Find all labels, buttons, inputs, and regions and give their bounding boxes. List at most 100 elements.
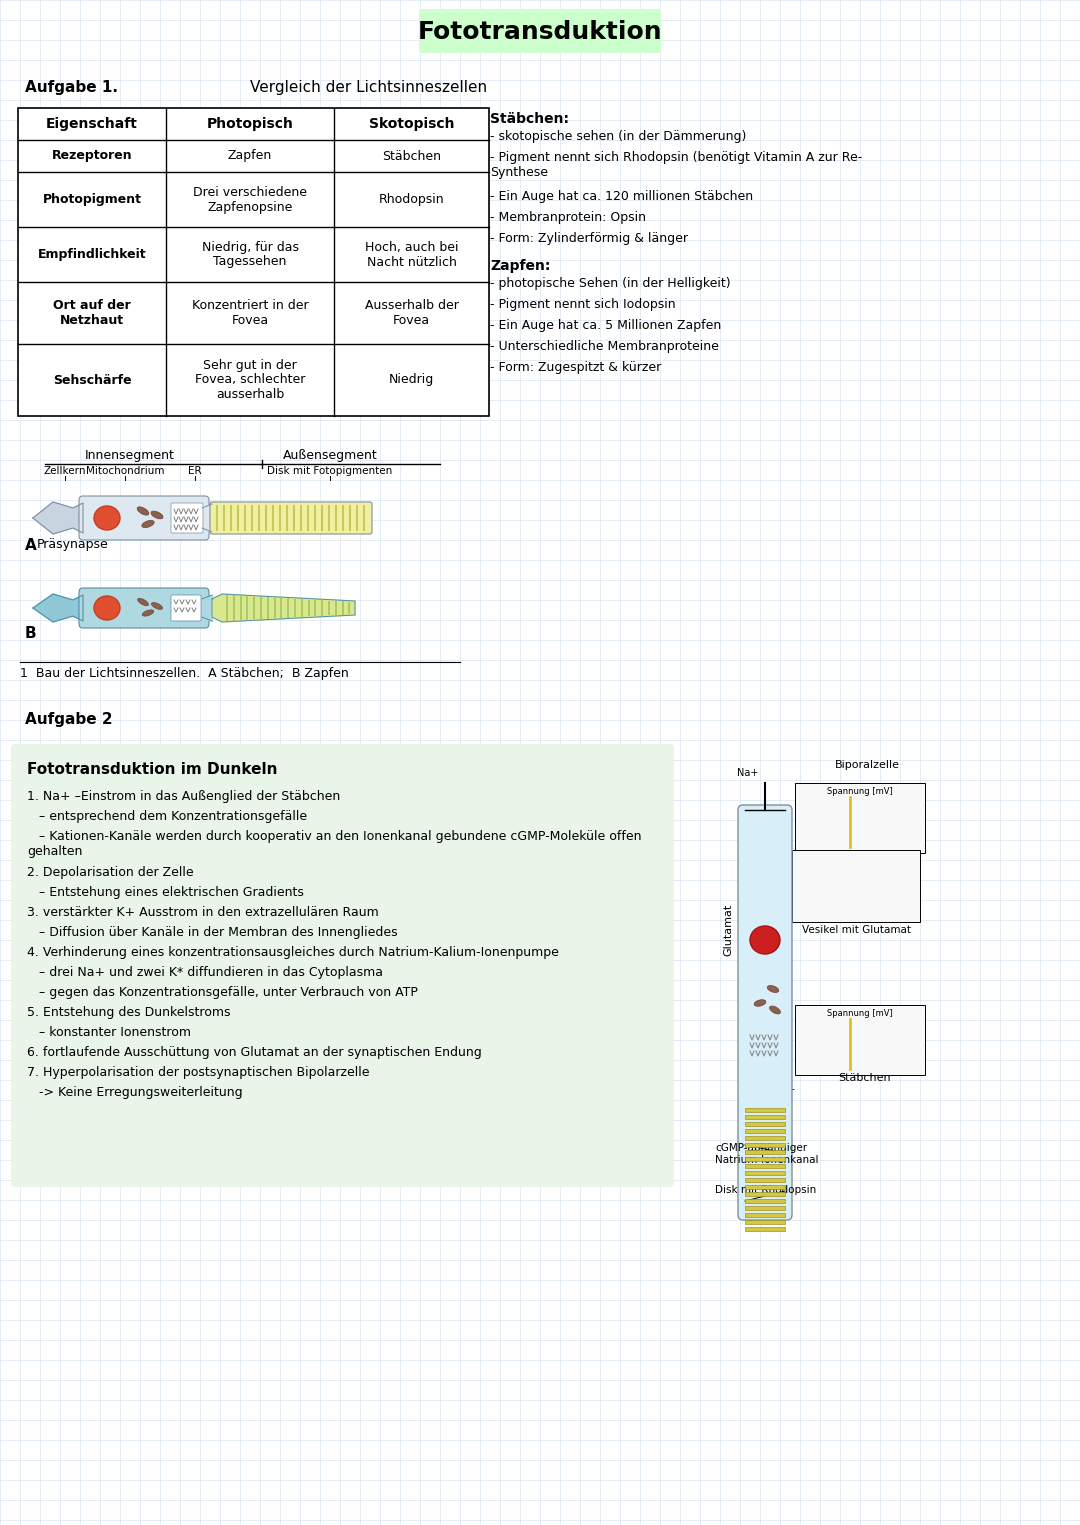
Text: Photopigment: Photopigment	[42, 194, 141, 206]
Text: 1. Na+ –Einstrom in das Außenglied der Stäbchen: 1. Na+ –Einstrom in das Außenglied der S…	[27, 790, 340, 804]
Text: Disk mit Rhodopsin: Disk mit Rhodopsin	[715, 1185, 816, 1196]
Text: 1  Bau der Lichtsinneszellen.  A Stäbchen;  B Zapfen: 1 Bau der Lichtsinneszellen. A Stäbchen;…	[21, 666, 349, 680]
Bar	[745, 1157, 785, 1161]
Bar	[745, 1193, 785, 1196]
Text: Biporalzelle: Biporalzelle	[835, 759, 900, 770]
Text: Niedrig: Niedrig	[389, 374, 434, 386]
Text: Disk mit Fotopigmenten: Disk mit Fotopigmenten	[268, 467, 393, 476]
Text: Präsynapse: Präsynapse	[37, 538, 109, 551]
Ellipse shape	[143, 610, 153, 616]
Text: Zapfen: Zapfen	[228, 149, 272, 163]
Text: Vesikel mit Glutamat: Vesikel mit Glutamat	[801, 926, 910, 935]
Text: - photopische Sehen (in der Helligkeit): - photopische Sehen (in der Helligkeit)	[490, 278, 731, 290]
Text: Aufgabe 1.: Aufgabe 1.	[25, 79, 118, 95]
Ellipse shape	[754, 1000, 766, 1007]
Text: - Pigment nennt sich Rhodopsin (benötigt Vitamin A zur Re-
Synthese: - Pigment nennt sich Rhodopsin (benötigt…	[490, 151, 862, 178]
Bar	[18, 108, 489, 416]
Bar	[745, 1212, 785, 1217]
Text: Drei verschiedene
Zapfenopsine: Drei verschiedene Zapfenopsine	[193, 186, 307, 214]
Text: Empfindlichkeit: Empfindlichkeit	[38, 249, 146, 261]
Text: - Form: Zugespitzt & kürzer: - Form: Zugespitzt & kürzer	[490, 361, 661, 374]
Text: – Kationen-Kanäle werden durch kooperativ an den Ionenkanal gebundene cGMP-Molek: – Kationen-Kanäle werden durch kooperati…	[27, 830, 642, 859]
Ellipse shape	[137, 506, 149, 515]
Bar	[745, 1164, 785, 1168]
Text: – Entstehung eines elektrischen Gradients: – Entstehung eines elektrischen Gradient…	[27, 886, 303, 900]
Text: Skotopisch: Skotopisch	[368, 117, 455, 131]
Bar	[745, 1144, 785, 1147]
FancyBboxPatch shape	[210, 502, 372, 534]
Text: - Membranprotein: Opsin: - Membranprotein: Opsin	[490, 210, 646, 224]
Bar	[745, 1115, 785, 1119]
Text: - Pigment nennt sich Iodopsin: - Pigment nennt sich Iodopsin	[490, 297, 676, 311]
FancyBboxPatch shape	[11, 744, 674, 1186]
Text: 2. Depolarisation der Zelle: 2. Depolarisation der Zelle	[27, 866, 193, 878]
Bar	[745, 1122, 785, 1125]
Text: Sehr gut in der
Fovea, schlechter
ausserhalb: Sehr gut in der Fovea, schlechter ausser…	[194, 358, 306, 401]
Text: Zellkern: Zellkern	[44, 467, 86, 476]
Text: - Ein Auge hat ca. 120 millionen Stäbchen: - Ein Auge hat ca. 120 millionen Stäbche…	[490, 191, 753, 203]
Text: – gegen das Konzentrationsgefälle, unter Verbrauch von ATP: – gegen das Konzentrationsgefälle, unter…	[27, 987, 418, 999]
Bar	[792, 849, 920, 923]
Text: Niedrig, für das
Tagessehen: Niedrig, für das Tagessehen	[202, 241, 298, 268]
Text: Ort auf der
Netzhaut: Ort auf der Netzhaut	[53, 299, 131, 326]
Text: Aufgabe 2: Aufgabe 2	[25, 712, 112, 727]
Text: Zapfen:: Zapfen:	[490, 259, 551, 273]
Bar	[745, 1185, 785, 1190]
Ellipse shape	[151, 511, 163, 519]
Text: Innensegment: Innensegment	[85, 448, 175, 462]
Ellipse shape	[750, 926, 780, 955]
FancyBboxPatch shape	[419, 9, 661, 53]
Text: Fototransduktion im Dunkeln: Fototransduktion im Dunkeln	[27, 762, 278, 778]
Text: B: B	[25, 625, 37, 640]
Ellipse shape	[151, 602, 162, 610]
Text: Spannung [mV]: Spannung [mV]	[827, 1010, 893, 1019]
Ellipse shape	[94, 506, 120, 531]
Bar	[795, 1005, 924, 1075]
Polygon shape	[212, 595, 355, 622]
FancyBboxPatch shape	[171, 503, 203, 534]
Text: – entsprechend dem Konzentrationsgefälle: – entsprechend dem Konzentrationsgefälle	[27, 810, 307, 824]
Bar	[745, 1206, 785, 1209]
Text: Vergleich der Lichtsinneszellen: Vergleich der Lichtsinneszellen	[249, 79, 487, 95]
Bar	[745, 1220, 785, 1225]
Ellipse shape	[770, 1006, 781, 1014]
Text: 4. Verhinderung eines konzentrationsausgleiches durch Natrium-Kalium-Ionenpumpe: 4. Verhinderung eines konzentrationsausg…	[27, 946, 558, 959]
FancyBboxPatch shape	[738, 805, 792, 1220]
Bar	[745, 1199, 785, 1203]
Text: ER: ER	[188, 467, 202, 476]
Text: 3. verstärkter K+ Ausstrom in den extrazellulären Raum: 3. verstärkter K+ Ausstrom in den extraz…	[27, 906, 379, 920]
Polygon shape	[33, 595, 83, 622]
Text: Eigenschaft: Eigenschaft	[46, 117, 138, 131]
Text: – konstanter Ionenstrom: – konstanter Ionenstrom	[27, 1026, 191, 1039]
Polygon shape	[33, 502, 83, 534]
Text: -> Keine Erregungsweiterleitung: -> Keine Erregungsweiterleitung	[27, 1086, 243, 1100]
Text: - Unterschiedliche Membranproteine: - Unterschiedliche Membranproteine	[490, 340, 719, 352]
Text: 7. Hyperpolarisation der postsynaptischen Bipolarzelle: 7. Hyperpolarisation der postsynaptische…	[27, 1066, 369, 1080]
Text: Fototransduktion: Fototransduktion	[418, 20, 662, 44]
Text: Außensegment: Außensegment	[283, 448, 377, 462]
Bar	[745, 1171, 785, 1174]
Text: - Form: Zylinderförmig & länger: - Form: Zylinderförmig & länger	[490, 232, 688, 246]
Text: Stäbchen: Stäbchen	[382, 149, 441, 163]
Bar	[745, 1109, 785, 1112]
Bar	[745, 1150, 785, 1154]
Text: – drei Na+ und zwei K* diffundieren in das Cytoplasma: – drei Na+ und zwei K* diffundieren in d…	[27, 965, 383, 979]
Text: 6. fortlaufende Ausschüttung von Glutamat an der synaptischen Endung: 6. fortlaufende Ausschüttung von Glutama…	[27, 1046, 482, 1058]
Text: Na+: Na+	[774, 1084, 796, 1095]
Ellipse shape	[137, 598, 148, 605]
Ellipse shape	[141, 520, 154, 528]
Bar	[745, 1136, 785, 1141]
FancyBboxPatch shape	[79, 589, 210, 628]
Text: cGMP-abhängiger
Natrium-Ionenkanal: cGMP-abhängiger Natrium-Ionenkanal	[715, 1144, 819, 1165]
Bar	[795, 782, 924, 852]
FancyBboxPatch shape	[171, 595, 201, 621]
Bar	[745, 1128, 785, 1133]
Text: 5. Entstehung des Dunkelstroms: 5. Entstehung des Dunkelstroms	[27, 1006, 230, 1019]
Text: Ausserhalb der
Fovea: Ausserhalb der Fovea	[365, 299, 458, 326]
Text: Stäbchen: Stäbchen	[838, 1074, 891, 1083]
Text: Rezeptoren: Rezeptoren	[52, 149, 133, 163]
Text: Na+: Na+	[738, 769, 758, 778]
Text: - skotopische sehen (in der Dämmerung): - skotopische sehen (in der Dämmerung)	[490, 130, 746, 143]
Text: Glutamat: Glutamat	[723, 904, 733, 956]
Bar	[745, 1228, 785, 1231]
